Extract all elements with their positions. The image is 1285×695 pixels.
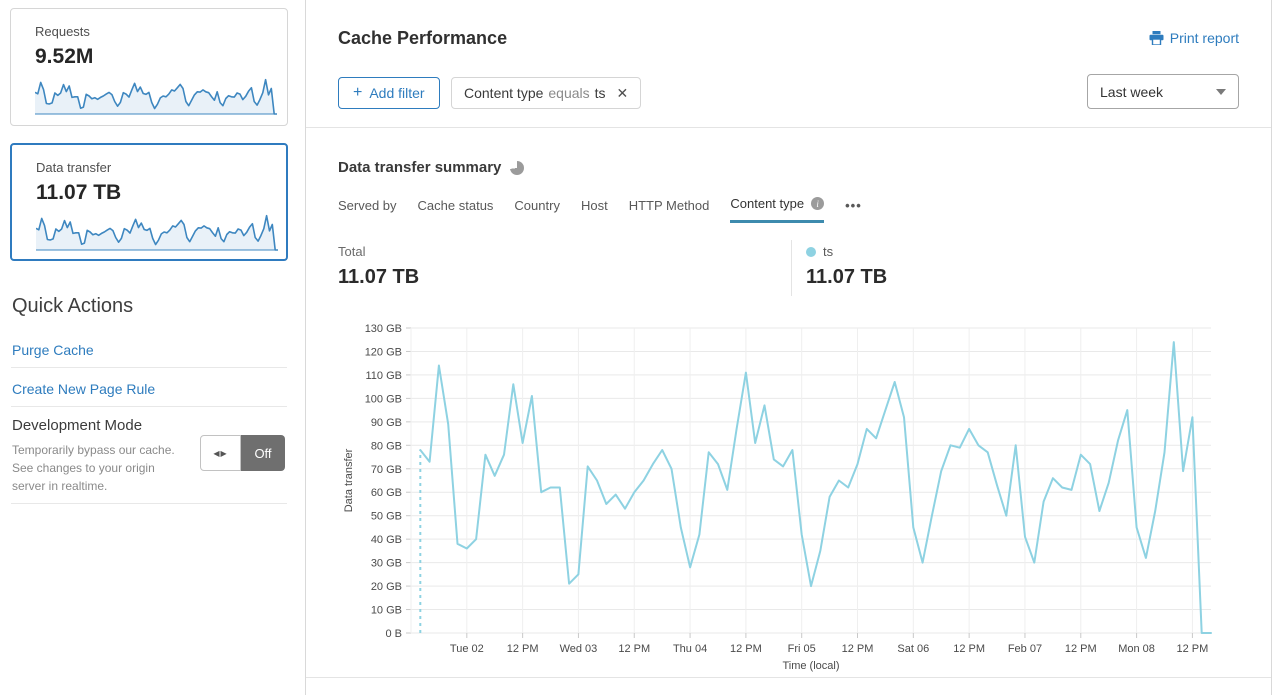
svg-text:30 GB: 30 GB (371, 558, 402, 570)
add-filter-button[interactable]: + Add filter (338, 77, 440, 109)
svg-text:Fri 05: Fri 05 (788, 643, 816, 655)
print-report-label: Print report (1169, 30, 1239, 46)
toggle-arrows-icon[interactable]: ◀▶ (200, 435, 241, 471)
svg-text:12 PM: 12 PM (618, 643, 650, 655)
printer-icon (1149, 31, 1164, 45)
quick-actions-title: Quick Actions (12, 295, 134, 317)
add-filter-label: Add filter (369, 85, 425, 101)
divider (306, 127, 1271, 128)
svg-text:100 GB: 100 GB (365, 393, 402, 405)
svg-text:Thu 04: Thu 04 (673, 643, 707, 655)
time-range-value: Last week (1100, 83, 1164, 100)
svg-text:90 GB: 90 GB (371, 417, 402, 429)
requests-card-value: 9.52M (35, 45, 94, 68)
svg-text:Wed 03: Wed 03 (560, 643, 598, 655)
divider (306, 677, 1271, 678)
requests-card[interactable]: Requests 9.52M (10, 8, 288, 126)
requests-sparkline (35, 78, 277, 115)
svg-text:12 PM: 12 PM (953, 643, 985, 655)
divider (11, 406, 287, 407)
time-range-select[interactable]: Last week (1087, 74, 1239, 109)
svg-text:50 GB: 50 GB (371, 511, 402, 523)
divider (791, 240, 792, 296)
pie-chart-icon (510, 160, 525, 175)
svg-text:60 GB: 60 GB (371, 487, 402, 499)
svg-text:Mon 08: Mon 08 (1118, 643, 1155, 655)
svg-text:Time (local): Time (local) (782, 660, 839, 672)
svg-text:12 PM: 12 PM (507, 643, 539, 655)
tab-cache-status[interactable]: Cache status (417, 197, 494, 213)
toggle-state-label: Off (241, 435, 285, 471)
tab-host[interactable]: Host (580, 197, 608, 213)
data-transfer-card-value: 11.07 TB (36, 181, 122, 204)
tabs-overflow-button[interactable]: ••• (845, 197, 862, 213)
svg-text:70 GB: 70 GB (371, 464, 402, 476)
series-ts-value: 11.07 TB (806, 266, 888, 288)
tab-served-by[interactable]: Served by (338, 197, 397, 213)
series-ts-dot-icon (806, 246, 816, 257)
svg-text:Sat 06: Sat 06 (897, 643, 929, 655)
data-transfer-card-label: Data transfer (36, 160, 112, 175)
filter-chip[interactable]: Content type equals ts ✕ (451, 77, 642, 109)
requests-card-label: Requests (35, 24, 90, 39)
svg-text:40 GB: 40 GB (371, 534, 402, 546)
svg-text:10 GB: 10 GB (371, 605, 402, 617)
svg-text:Feb 07: Feb 07 (1008, 643, 1042, 655)
filter-operator: equals (548, 85, 590, 101)
svg-text:20 GB: 20 GB (371, 581, 402, 593)
create-new-page-rule-link[interactable]: Create New Page Rule (12, 381, 156, 397)
data-transfer-sparkline (36, 214, 278, 251)
data-transfer-chart[interactable]: 0 B 10 GB 20 GB 30 GB 40 GB 50 GB 60 GB 70 GB 80… (306, 312, 1246, 674)
filter-value: ts (594, 85, 606, 101)
tab-country[interactable]: Country (514, 197, 560, 213)
chevron-down-icon (1216, 88, 1226, 95)
print-report-link[interactable]: Print report (1149, 30, 1239, 46)
svg-text:80 GB: 80 GB (371, 440, 402, 452)
summary-tabs: Served by Cache status Country Host HTTP Met… (338, 196, 862, 223)
svg-text:12 PM: 12 PM (1065, 643, 1097, 655)
divider (11, 367, 287, 368)
tab-content-type[interactable]: Content type i (730, 196, 825, 223)
series-ts-legend: ts (806, 244, 833, 259)
page-title: Cache Performance (338, 28, 508, 48)
total-label: Total (338, 244, 366, 259)
info-icon[interactable]: i (811, 197, 825, 210)
series-ts-name: ts (823, 244, 834, 259)
tab-http-method[interactable]: HTTP Method (628, 197, 710, 213)
svg-text:120 GB: 120 GB (365, 346, 402, 358)
summary-title-row: Data transfer summary (338, 159, 525, 176)
development-mode-toggle[interactable]: ◀▶ Off (200, 435, 285, 471)
total-value: 11.07 TB (338, 266, 420, 288)
svg-text:12 PM: 12 PM (730, 643, 762, 655)
sidebar: Requests 9.52M Data transfer 11.07 TB Qu… (0, 0, 305, 695)
remove-filter-icon[interactable]: ✕ (616, 84, 629, 101)
svg-text:0 B: 0 B (385, 628, 402, 640)
svg-text:130 GB: 130 GB (365, 323, 402, 335)
svg-text:110 GB: 110 GB (366, 370, 403, 382)
filter-field: Content type (464, 85, 544, 101)
main-panel: Cache Performance Print report + Add fil… (305, 0, 1272, 695)
summary-title: Data transfer summary (338, 159, 502, 176)
development-mode-title: Development Mode (12, 417, 143, 434)
plus-icon: + (353, 84, 363, 101)
purge-cache-link[interactable]: Purge Cache (12, 342, 94, 358)
svg-text:Tue 02: Tue 02 (450, 643, 484, 655)
svg-text:12 PM: 12 PM (1176, 643, 1208, 655)
divider (11, 503, 287, 504)
data-transfer-card[interactable]: Data transfer 11.07 TB (10, 143, 288, 261)
svg-text:Data transfer: Data transfer (343, 448, 355, 512)
svg-text:12 PM: 12 PM (842, 643, 874, 655)
development-mode-description: Temporarily bypass our cache. See change… (12, 443, 175, 493)
